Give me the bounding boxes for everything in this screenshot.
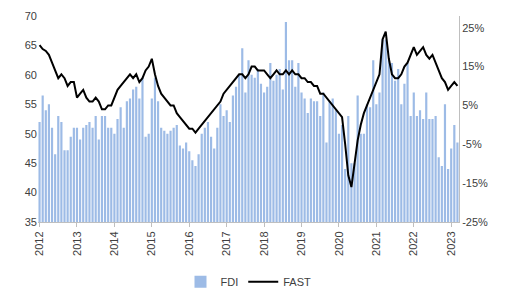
svg-text:5%: 5% [462, 99, 478, 111]
svg-text:2023: 2023 [445, 231, 457, 255]
svg-text:2015: 2015 [145, 231, 157, 255]
svg-text:15%: 15% [462, 60, 484, 72]
svg-text:50: 50 [25, 128, 37, 140]
svg-text:-25%: -25% [462, 216, 488, 228]
svg-text:2012: 2012 [33, 231, 45, 255]
svg-text:FAST: FAST [283, 276, 311, 288]
svg-text:2018: 2018 [258, 231, 270, 255]
svg-text:35: 35 [25, 216, 37, 228]
svg-text:25%: 25% [462, 22, 484, 34]
svg-text:-5%: -5% [462, 138, 482, 150]
svg-text:2020: 2020 [333, 231, 345, 255]
svg-text:55: 55 [25, 98, 37, 110]
svg-text:2013: 2013 [71, 231, 83, 255]
svg-text:2014: 2014 [108, 231, 120, 255]
svg-text:FDI: FDI [221, 276, 239, 288]
svg-text:2019: 2019 [295, 231, 307, 255]
svg-text:65: 65 [25, 39, 37, 51]
svg-text:40: 40 [25, 186, 37, 198]
svg-text:2016: 2016 [183, 231, 195, 255]
svg-text:60: 60 [25, 69, 37, 81]
svg-text:70: 70 [25, 10, 37, 22]
svg-text:2022: 2022 [407, 231, 419, 255]
svg-text:45: 45 [25, 157, 37, 169]
svg-text:-15%: -15% [462, 177, 488, 189]
svg-text:2021: 2021 [370, 231, 382, 255]
svg-text:2017: 2017 [220, 231, 232, 255]
